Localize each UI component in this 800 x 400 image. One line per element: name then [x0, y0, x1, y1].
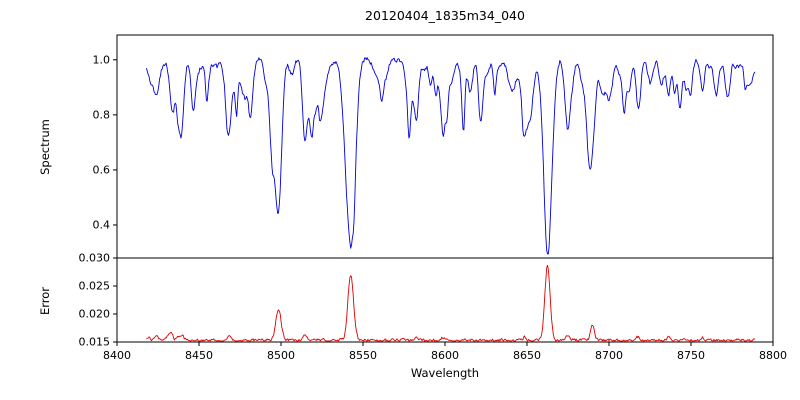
y-tick-label: 0.015	[79, 336, 111, 349]
error-line	[146, 264, 756, 342]
x-tick-label: 8400	[103, 349, 131, 362]
axes-border	[116, 34, 774, 343]
y-tick-label: 0.025	[79, 280, 111, 293]
x-axis-label: Wavelength	[410, 366, 480, 380]
x-tick-label: 8700	[595, 349, 623, 362]
x-tick-label: 8650	[513, 349, 541, 362]
spectrum-line	[146, 57, 756, 255]
y-tick-label: 1.0	[93, 53, 111, 66]
y-tick-label: 0.6	[93, 163, 111, 176]
y-tick-label: 0.4	[93, 218, 111, 231]
y-tick-label: 0.8	[93, 108, 111, 121]
x-tick-label: 8750	[677, 349, 705, 362]
y-tick-label: 0.020	[79, 308, 111, 321]
y-tick-label: 0.030	[79, 252, 111, 265]
x-tick-label: 8600	[431, 349, 459, 362]
chart-title: 20120404_1835m34_040	[365, 8, 525, 23]
x-tick-label: 8500	[267, 349, 295, 362]
x-tick-label: 8550	[349, 349, 377, 362]
x-tick-label: 8450	[185, 349, 213, 362]
x-tick-label: 8800	[759, 349, 787, 362]
